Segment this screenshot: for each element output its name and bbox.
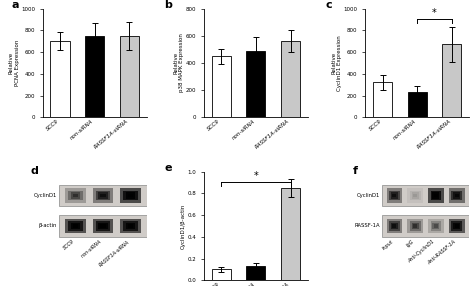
- Bar: [455, 194, 459, 197]
- Text: RASSF1A-siRNA: RASSF1A-siRNA: [98, 239, 131, 267]
- Y-axis label: Relative
CyclinD1 Expression: Relative CyclinD1 Expression: [331, 35, 342, 91]
- Bar: [411, 192, 419, 199]
- Bar: [411, 223, 419, 229]
- Bar: [434, 224, 438, 228]
- Bar: [382, 215, 469, 237]
- Bar: [50, 41, 70, 117]
- Text: RASSF-1A: RASSF-1A: [354, 223, 380, 229]
- Y-axis label: CyclinD1/β-actin: CyclinD1/β-actin: [181, 203, 186, 249]
- Text: Input: Input: [382, 239, 394, 251]
- Bar: [413, 194, 417, 197]
- Text: *: *: [432, 8, 437, 18]
- Text: *: *: [254, 171, 258, 181]
- Y-axis label: Relative
PCNA Expression: Relative PCNA Expression: [9, 40, 19, 86]
- Bar: [391, 223, 398, 229]
- Bar: [71, 192, 80, 199]
- Bar: [212, 56, 231, 117]
- Bar: [455, 224, 459, 228]
- Bar: [407, 219, 423, 233]
- Text: β-actin: β-actin: [39, 223, 57, 229]
- Bar: [68, 190, 82, 200]
- Bar: [120, 188, 141, 202]
- Text: CyclinD1: CyclinD1: [356, 193, 380, 198]
- Bar: [389, 190, 400, 200]
- Bar: [386, 219, 402, 233]
- Bar: [120, 219, 141, 233]
- Text: a: a: [11, 0, 19, 10]
- Bar: [392, 224, 396, 228]
- Bar: [407, 188, 423, 202]
- Bar: [389, 221, 400, 231]
- Bar: [430, 221, 441, 231]
- Bar: [85, 36, 104, 117]
- Bar: [65, 219, 86, 233]
- Bar: [96, 221, 110, 231]
- Text: Anti-RASSF-1A: Anti-RASSF-1A: [427, 239, 457, 265]
- Bar: [432, 223, 439, 229]
- Bar: [451, 221, 462, 231]
- Bar: [71, 223, 80, 229]
- Bar: [451, 190, 462, 200]
- Bar: [92, 219, 113, 233]
- Bar: [65, 188, 86, 202]
- Bar: [100, 224, 106, 228]
- Text: f: f: [353, 166, 358, 176]
- Bar: [126, 223, 136, 229]
- Bar: [428, 188, 444, 202]
- Bar: [413, 224, 417, 228]
- Bar: [120, 36, 139, 117]
- Text: c: c: [326, 0, 332, 10]
- Bar: [123, 221, 138, 231]
- Bar: [410, 221, 420, 231]
- Bar: [73, 194, 78, 197]
- Bar: [128, 194, 133, 197]
- Bar: [408, 92, 427, 117]
- Text: CyclinD1: CyclinD1: [34, 193, 57, 198]
- Text: d: d: [30, 166, 38, 176]
- Bar: [59, 185, 147, 206]
- Text: non-siRNA: non-siRNA: [81, 239, 103, 259]
- Bar: [59, 215, 147, 237]
- Bar: [68, 221, 82, 231]
- Text: Anti-CyclinD1: Anti-CyclinD1: [407, 239, 436, 264]
- Bar: [386, 188, 402, 202]
- Bar: [98, 223, 108, 229]
- Bar: [373, 82, 392, 117]
- Bar: [126, 192, 136, 199]
- Bar: [410, 190, 420, 200]
- Bar: [92, 188, 113, 202]
- Bar: [96, 190, 110, 200]
- Bar: [212, 269, 231, 280]
- Bar: [432, 192, 439, 199]
- Bar: [453, 192, 460, 199]
- Bar: [73, 224, 78, 228]
- Bar: [392, 194, 396, 197]
- Text: b: b: [164, 0, 172, 10]
- Bar: [246, 266, 265, 280]
- Bar: [281, 188, 300, 280]
- Bar: [449, 188, 465, 202]
- Text: e: e: [164, 163, 172, 173]
- Bar: [128, 224, 133, 228]
- Bar: [281, 41, 300, 117]
- Bar: [428, 219, 444, 233]
- Bar: [434, 194, 438, 197]
- Bar: [391, 192, 398, 199]
- Text: IgG: IgG: [406, 239, 415, 248]
- Bar: [442, 44, 462, 117]
- Y-axis label: Relative
p38 MAPK Expression: Relative p38 MAPK Expression: [173, 33, 184, 92]
- Bar: [100, 194, 106, 197]
- Bar: [382, 185, 469, 206]
- Bar: [453, 223, 460, 229]
- Bar: [123, 190, 138, 200]
- Bar: [449, 219, 465, 233]
- Bar: [98, 192, 108, 199]
- Text: SCC9: SCC9: [62, 239, 75, 251]
- Bar: [246, 51, 265, 117]
- Bar: [430, 190, 441, 200]
